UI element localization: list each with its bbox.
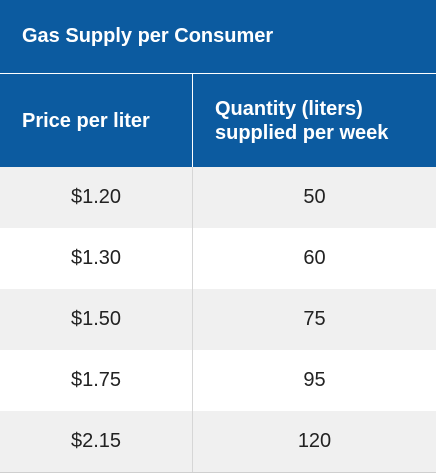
quantity-cell: 95 bbox=[192, 350, 436, 411]
column-header-price: Price per liter bbox=[22, 109, 150, 132]
table-header-row: Price per liter Quantity (liters) suppli… bbox=[0, 73, 436, 167]
table-row: $1.75 95 bbox=[0, 350, 436, 411]
table-row: $2.15 120 bbox=[0, 411, 436, 472]
quantity-cell: 120 bbox=[192, 411, 436, 472]
price-cell: $1.30 bbox=[70, 247, 122, 269]
table-row: $1.50 75 bbox=[0, 289, 436, 350]
price-cell: $1.75 bbox=[70, 369, 122, 391]
price-cell: $1.20 bbox=[70, 186, 122, 208]
column-header-quantity: Quantity (liters) supplied per week bbox=[192, 74, 436, 167]
quantity-cell: 75 bbox=[192, 289, 436, 350]
table-row: $1.30 60 bbox=[0, 228, 436, 289]
table-row: $1.20 50 bbox=[0, 167, 436, 228]
quantity-cell: 50 bbox=[192, 167, 436, 228]
price-cell: $2.15 bbox=[70, 430, 122, 452]
price-cell: $1.50 bbox=[70, 308, 122, 330]
table-title: Gas Supply per Consumer bbox=[0, 0, 436, 73]
quantity-cell: 60 bbox=[192, 228, 436, 289]
